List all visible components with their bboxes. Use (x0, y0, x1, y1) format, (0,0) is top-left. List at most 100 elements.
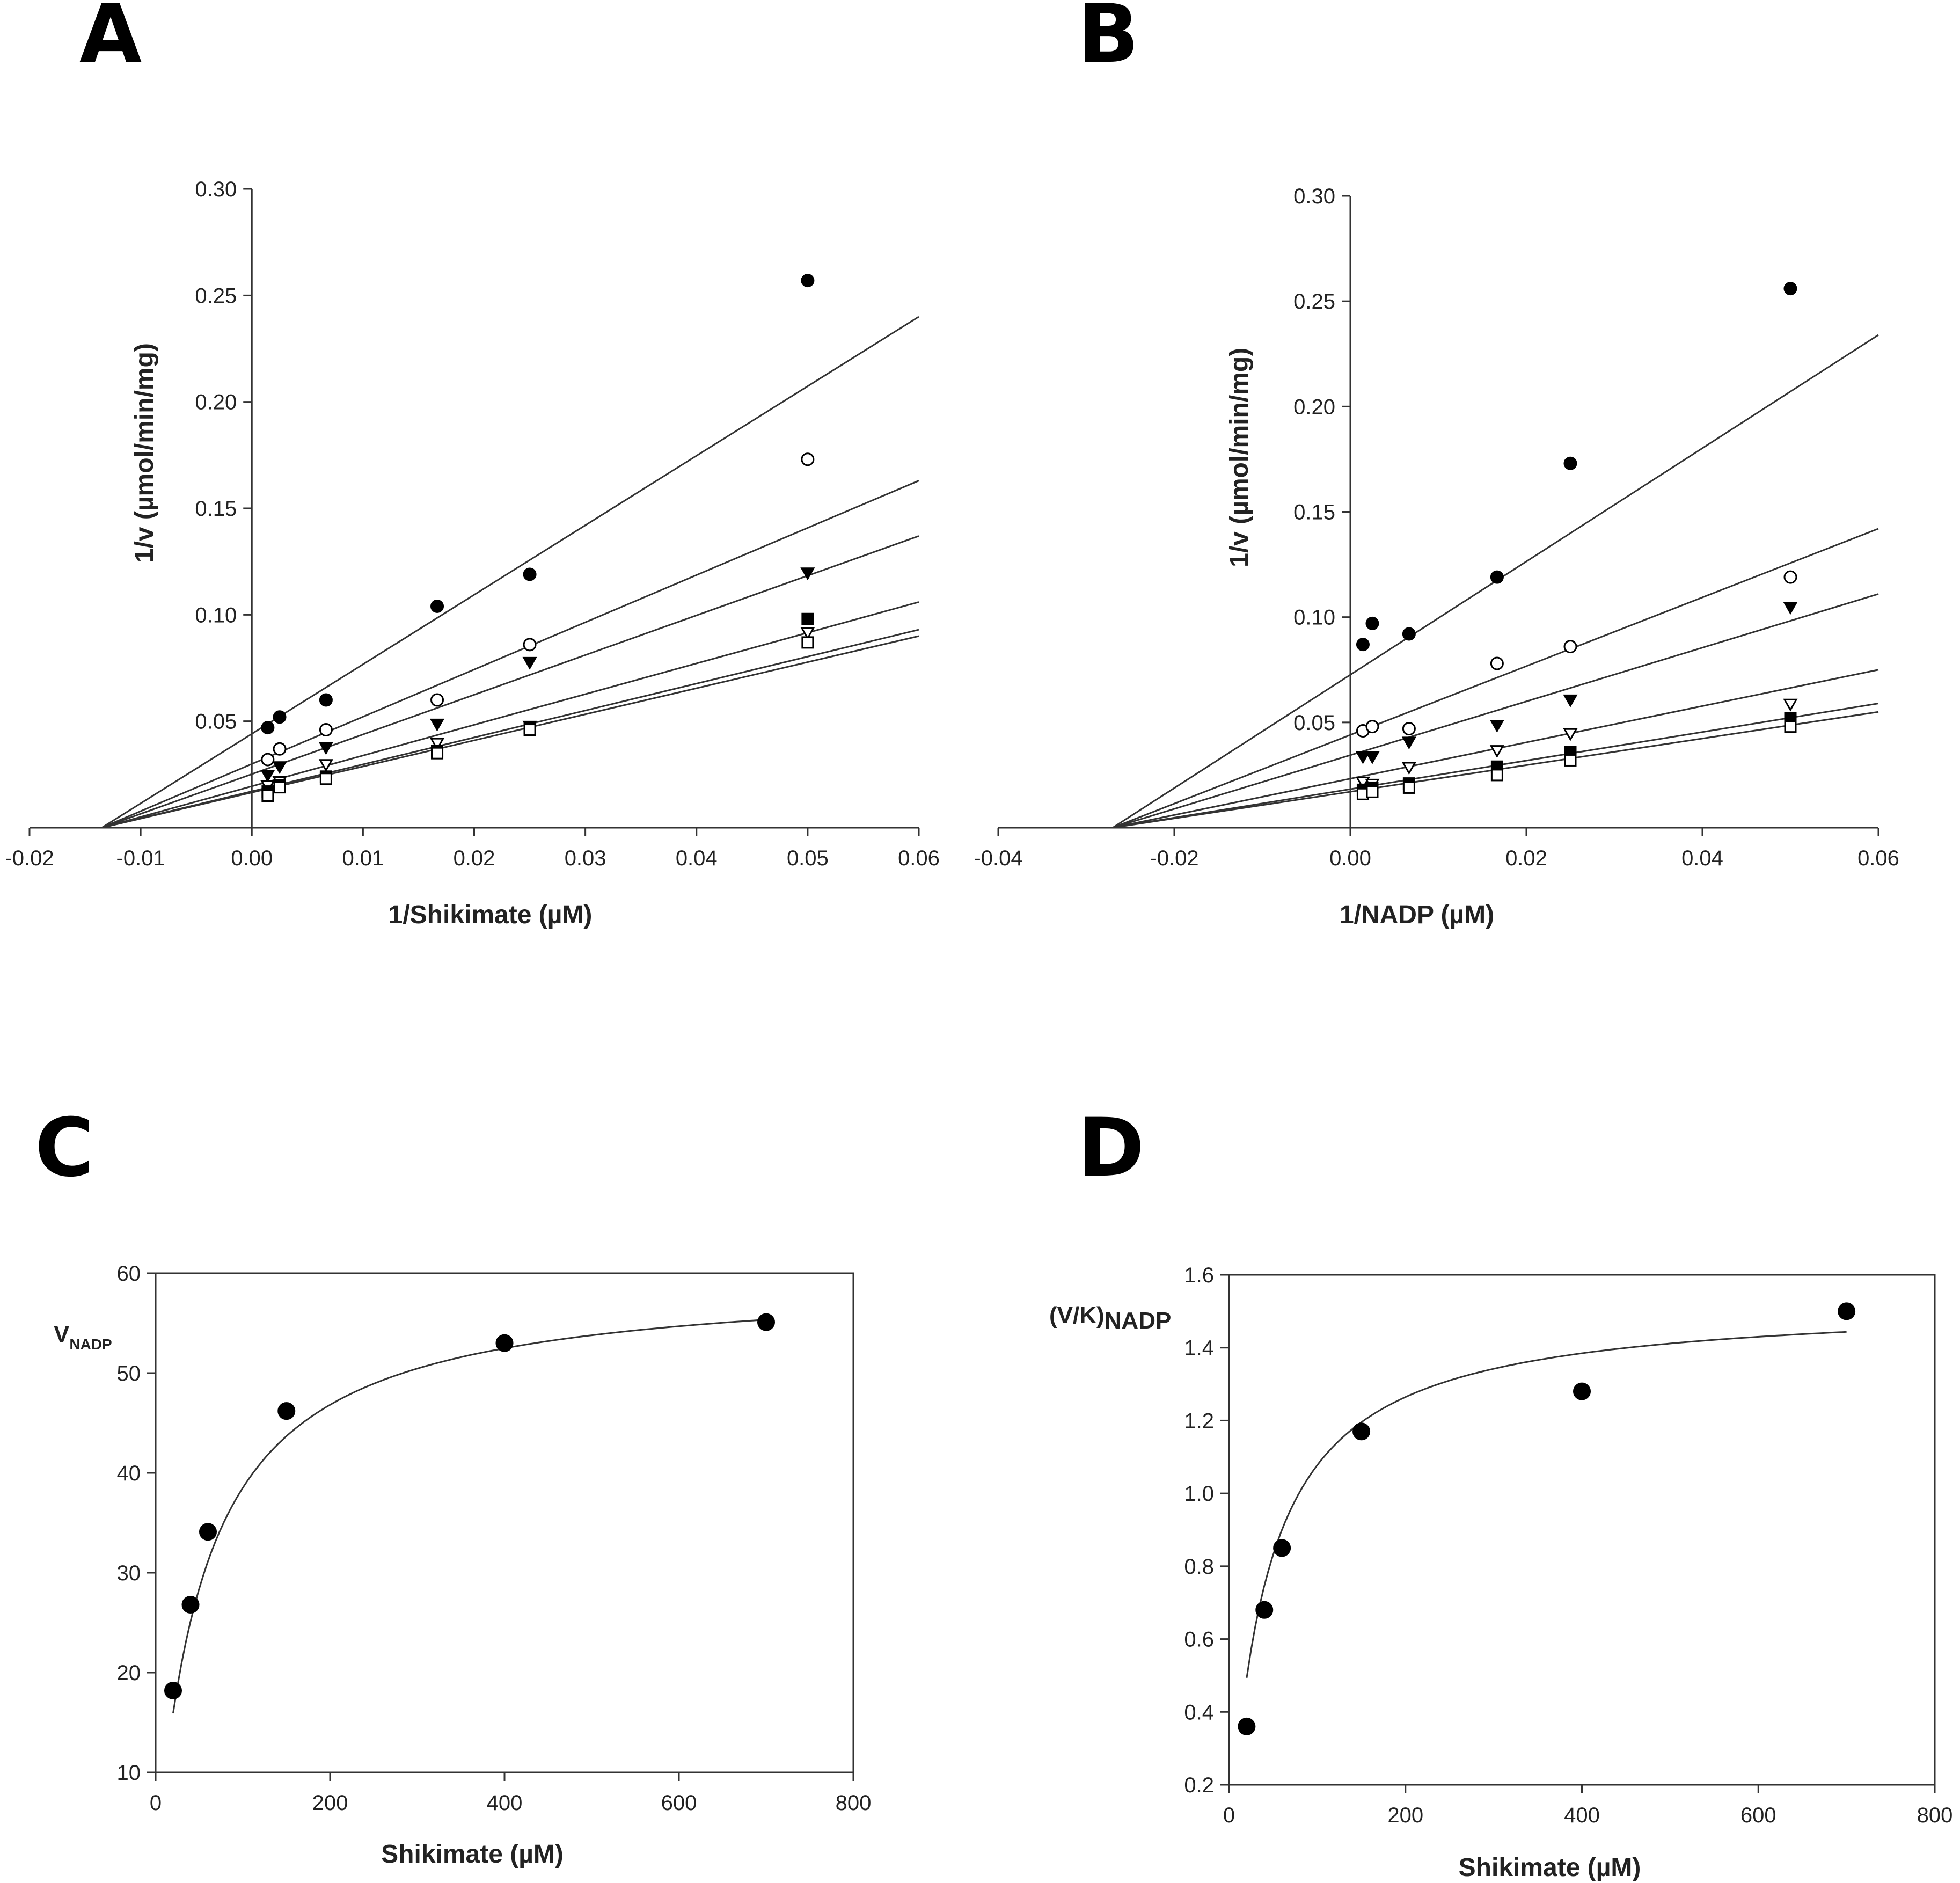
fit-line-series-2 (101, 480, 919, 829)
y-tick-label: 1.6 (1184, 1264, 1214, 1287)
x-tick-label: 0.05 (787, 846, 829, 870)
y-tick-label: 50 (117, 1362, 141, 1385)
data-point-series-6 (1366, 785, 1379, 798)
data-point-series-4 (318, 759, 333, 772)
y-tick-label: 0.30 (195, 178, 237, 201)
y-tick-label: 0.10 (195, 603, 237, 627)
data-point-series-3 (260, 770, 275, 783)
data-point-series-3 (272, 761, 287, 775)
x-tick-label: 0.00 (231, 846, 273, 870)
data-point-series-6 (431, 747, 444, 760)
data-point-series-2 (523, 638, 537, 652)
y-tick-label: 0.15 (1293, 501, 1335, 524)
data-point-series-6 (801, 636, 814, 649)
data-point-series-3 (429, 718, 445, 732)
y-tick-label: 0.20 (195, 391, 237, 414)
data-point-series-6 (319, 772, 332, 785)
data-point (1238, 1717, 1256, 1735)
data-point-series-6 (273, 781, 286, 794)
fit-line-series-6 (101, 635, 919, 829)
data-point-series-1 (1563, 456, 1577, 470)
data-point-series-6 (1784, 720, 1797, 733)
y-tick-label: 0.10 (1293, 606, 1335, 630)
y-axis-title-subscript: NADP (1105, 1308, 1172, 1334)
x-tick-label: -0.02 (1150, 846, 1198, 870)
data-point-series-2 (273, 742, 287, 756)
x-tick-label: 0.02 (1505, 846, 1547, 870)
data-point-series-1 (1783, 282, 1797, 296)
y-axis-title-subscript: NADP (69, 1336, 112, 1353)
data-point (1255, 1601, 1274, 1619)
x-axis-title: 1/NADP (µM) (1340, 901, 1494, 929)
data-point (181, 1596, 200, 1614)
data-point-series-6 (1564, 754, 1577, 767)
x-tick-label: 0.04 (1681, 846, 1723, 870)
x-tick-label: -0.02 (5, 846, 54, 870)
y-tick-label: 0.30 (1293, 185, 1335, 208)
data-point-series-2 (801, 452, 815, 466)
data-point (1573, 1382, 1591, 1400)
data-point-series-5 (801, 612, 814, 625)
data-point (1273, 1539, 1291, 1557)
fit-curve (172, 1319, 766, 1714)
x-axis-title: 1/Shikimate (µM) (389, 901, 593, 929)
data-point-series-4 (1783, 698, 1798, 712)
x-axis-title: Shikimate (µM) (1459, 1853, 1641, 1882)
data-point-series-2 (430, 693, 444, 707)
data-point (495, 1334, 514, 1352)
chart-d-vk-nadp-saturation: 0 200 400 600 800 0.2 0.4 0.6 0.8 1.0 1.2 1.4 1.6 Shi… (1049, 1264, 1952, 1882)
y-axis-title: 1/v (µmol/min/mg) (1225, 348, 1254, 567)
x-axis-title: Shikimate (µM) (381, 1840, 564, 1869)
y-axis-title: (V/K)NADP (1049, 1302, 1171, 1334)
data-point (277, 1402, 296, 1420)
data-point-series-1 (1490, 570, 1504, 584)
data-point-series-3 (1489, 719, 1504, 733)
x-tick-label: 0.04 (676, 846, 718, 870)
data-point-series-3 (800, 567, 815, 581)
data-point-series-6 (1402, 781, 1415, 794)
data-point-series-2 (1365, 720, 1379, 734)
x-tick-label: 0.00 (1329, 846, 1371, 870)
data-point-series-6 (523, 724, 536, 736)
y-tick-label: 0.2 (1184, 1773, 1214, 1797)
y-tick-label: 0.4 (1184, 1700, 1214, 1724)
data-point-series-2 (1490, 656, 1504, 670)
x-tick-label: 0 (150, 1791, 162, 1815)
y-tick-label: 10 (117, 1761, 141, 1785)
data-point-series-4 (429, 738, 445, 751)
panel-label-c: C (35, 1101, 94, 1195)
data-point-series-1 (261, 721, 275, 735)
data-point-series-3 (1401, 736, 1416, 750)
data-point-series-2 (1783, 570, 1797, 584)
data-point (1838, 1302, 1856, 1320)
x-tick-label: 200 (1387, 1804, 1423, 1827)
fit-line-series-3 (1112, 593, 1879, 829)
chart-a-shikimate-lineweaver-burk: -0.02 -0.01 0.00 0.01 0.02 0.03 0.04 0.05 0.06 0.… (5, 178, 940, 929)
fit-line-series-3 (101, 535, 919, 829)
x-tick-label: 200 (312, 1791, 348, 1815)
data-point-series-4 (1489, 745, 1504, 758)
fit-curve (1246, 1331, 1847, 1678)
data-point-series-1 (1365, 616, 1379, 630)
panel-label-d: D (1078, 1101, 1145, 1195)
x-tick-label: 800 (1917, 1804, 1953, 1827)
fit-line-series-1 (101, 316, 919, 829)
y-tick-label: 30 (117, 1561, 141, 1585)
data-point-series-2 (1402, 722, 1416, 736)
y-tick-label: 0.05 (195, 710, 237, 734)
data-point-series-6 (261, 790, 274, 802)
data-point-series-2 (1563, 640, 1577, 654)
y-axis-title-main: V (54, 1321, 70, 1347)
x-tick-label: -0.04 (974, 846, 1022, 870)
x-tick-label: 0.06 (898, 846, 940, 870)
x-tick-label: 0.01 (342, 846, 384, 870)
data-point-series-1 (523, 567, 537, 581)
data-point-series-3 (1355, 751, 1371, 764)
y-tick-label: 0.8 (1184, 1555, 1214, 1579)
y-tick-label: 1.2 (1184, 1409, 1214, 1433)
x-tick-label: 600 (661, 1791, 697, 1815)
data-point (199, 1523, 217, 1541)
chart-c-vnadp-saturation: 0 200 400 600 800 10 20 30 40 50 60 Shikimate (µM) V… (54, 1262, 871, 1869)
